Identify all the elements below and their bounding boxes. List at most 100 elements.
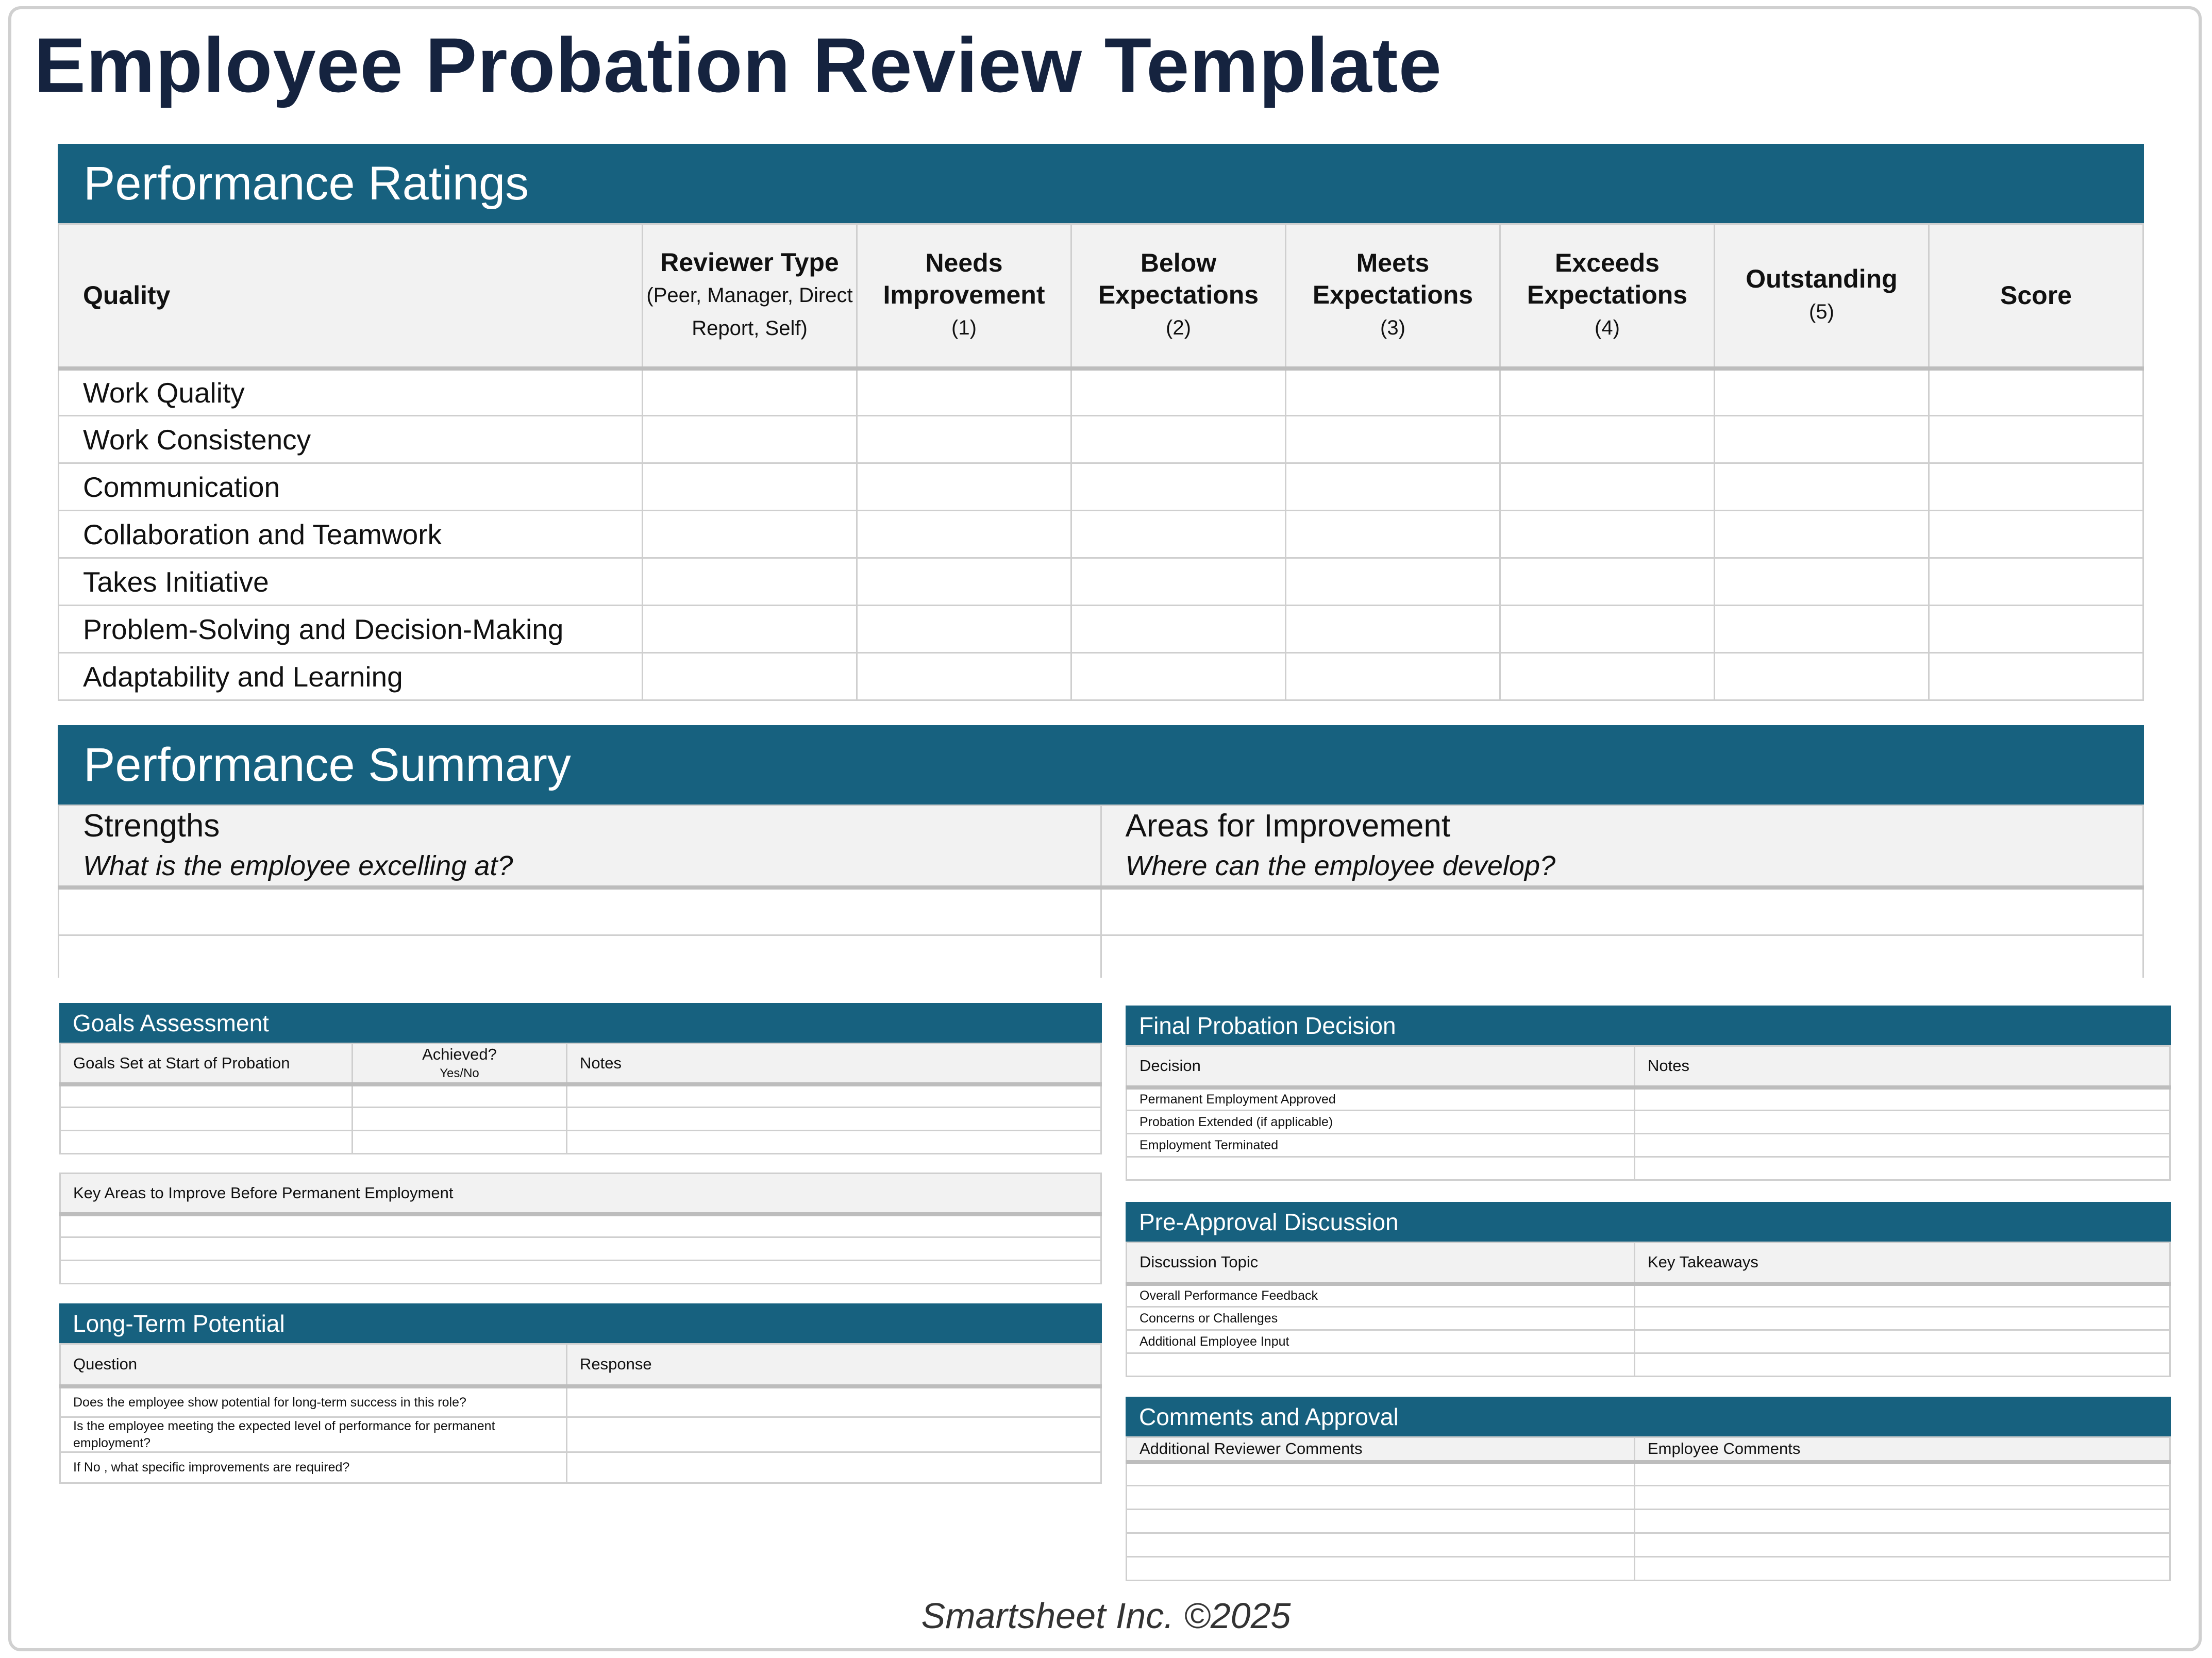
rating-cell[interactable] xyxy=(642,557,858,606)
rating-cell[interactable] xyxy=(1928,605,2144,654)
rating-cell[interactable] xyxy=(1070,605,1286,654)
response-cell[interactable] xyxy=(566,1385,1102,1418)
rating-cell[interactable] xyxy=(642,367,858,416)
rating-cell[interactable] xyxy=(856,415,1072,464)
rating-cell[interactable] xyxy=(856,605,1072,654)
rating-cell[interactable] xyxy=(1714,557,1930,606)
notes-col-header: Notes xyxy=(566,1043,1102,1086)
question-cell: Does the employee show potential for lon… xyxy=(59,1385,567,1418)
entry-cell[interactable] xyxy=(1634,1283,2171,1308)
rating-cell[interactable] xyxy=(1714,462,1930,511)
rating-cell[interactable] xyxy=(856,557,1072,606)
goal-cell[interactable] xyxy=(59,1130,353,1154)
rating-cell[interactable] xyxy=(1928,415,2144,464)
notes-cell[interactable] xyxy=(566,1107,1102,1131)
rating-cell[interactable] xyxy=(1499,462,1715,511)
rating-cell[interactable] xyxy=(1714,510,1930,559)
entry-cell[interactable] xyxy=(1634,1329,2171,1354)
improvement-cell[interactable] xyxy=(1100,886,2144,936)
rating-cell[interactable] xyxy=(642,605,858,654)
entry-cell[interactable] xyxy=(1634,1133,2171,1158)
rating-cell[interactable] xyxy=(856,462,1072,511)
table-row: Concerns or Challenges xyxy=(1126,1306,2171,1331)
rating-cell[interactable] xyxy=(1499,605,1715,654)
entry-cell[interactable] xyxy=(1634,1556,2171,1581)
key-area-cell[interactable] xyxy=(59,1260,1102,1284)
performance-summary-heading: Performance Summary xyxy=(58,725,2144,805)
rating-cell[interactable] xyxy=(642,462,858,511)
entry-cell[interactable] xyxy=(1634,1461,2171,1486)
rating-cell[interactable] xyxy=(1714,605,1930,654)
table-row: Permanent Employment Approved xyxy=(1126,1086,2171,1111)
rating-cell[interactable] xyxy=(856,652,1072,701)
rating-cell[interactable] xyxy=(642,415,858,464)
strengths-cell[interactable] xyxy=(58,886,1102,936)
rating-cell[interactable] xyxy=(1285,415,1501,464)
rating-cell[interactable] xyxy=(1714,652,1930,701)
rating-cell[interactable] xyxy=(1714,415,1930,464)
entry-cell[interactable] xyxy=(1634,1306,2171,1331)
rating-cell[interactable] xyxy=(1070,510,1286,559)
decision-notes-col-header: Notes xyxy=(1634,1045,2171,1090)
rating-cell[interactable] xyxy=(1499,415,1715,464)
achieved-cell[interactable] xyxy=(351,1083,567,1108)
rating-cell[interactable] xyxy=(1928,557,2144,606)
achieved-cell[interactable] xyxy=(351,1130,567,1154)
response-cell[interactable] xyxy=(566,1451,1102,1484)
rating-cell[interactable] xyxy=(1499,652,1715,701)
table-row xyxy=(1126,1461,2171,1486)
rating-cell[interactable] xyxy=(1285,462,1501,511)
strengths-header: Strengths What is the employee excelling … xyxy=(58,805,1102,890)
rating-cell[interactable] xyxy=(1499,557,1715,606)
notes-cell[interactable] xyxy=(566,1130,1102,1154)
takeaways-col-header: Key Takeaways xyxy=(1634,1242,2171,1286)
rating-cell[interactable] xyxy=(1070,652,1286,701)
achieved-col-header: Achieved? Yes/No xyxy=(351,1043,567,1086)
entry-cell[interactable] xyxy=(1634,1352,2171,1377)
strengths-cell[interactable] xyxy=(58,934,1102,978)
rating-cell[interactable] xyxy=(1928,652,2144,701)
notes-cell[interactable] xyxy=(566,1083,1102,1108)
entry-cell[interactable] xyxy=(1634,1156,2171,1181)
rating-cell[interactable] xyxy=(1070,415,1286,464)
rating-cell[interactable] xyxy=(1928,510,2144,559)
row-label xyxy=(1126,1485,1635,1510)
achieved-cell[interactable] xyxy=(351,1107,567,1131)
rating-cell[interactable] xyxy=(1070,462,1286,511)
row-label xyxy=(1126,1352,1635,1377)
goals-assessment-heading: Goals Assessment xyxy=(59,1003,1102,1043)
improvement-cell[interactable] xyxy=(1100,934,2144,978)
rating-cell[interactable] xyxy=(1285,367,1501,416)
performance-ratings-section: Performance Ratings Quality Reviewer Type… xyxy=(58,144,2144,701)
rating-cell[interactable] xyxy=(1285,652,1501,701)
strengths-label: Strengths xyxy=(83,808,220,844)
table-row xyxy=(1126,1509,2171,1534)
goal-cell[interactable] xyxy=(59,1083,353,1108)
rating-cell[interactable] xyxy=(856,367,1072,416)
key-area-cell[interactable] xyxy=(59,1213,1102,1238)
rating-cell[interactable] xyxy=(642,510,858,559)
entry-cell[interactable] xyxy=(1634,1086,2171,1111)
entry-cell[interactable] xyxy=(1634,1485,2171,1510)
table-row: Overall Performance Feedback xyxy=(1126,1283,2171,1308)
rating-cell[interactable] xyxy=(642,652,858,701)
entry-cell[interactable] xyxy=(1634,1110,2171,1134)
rating-cell[interactable] xyxy=(1928,462,2144,511)
entry-cell[interactable] xyxy=(1634,1509,2171,1534)
goal-cell[interactable] xyxy=(59,1107,353,1131)
rating-cell[interactable] xyxy=(1285,605,1501,654)
rating-cell[interactable] xyxy=(1285,557,1501,606)
key-area-cell[interactable] xyxy=(59,1236,1102,1261)
rating-cell[interactable] xyxy=(1499,510,1715,559)
rating-cell[interactable] xyxy=(1070,367,1286,416)
response-cell[interactable] xyxy=(566,1416,1102,1453)
rating-col-sub: (4) xyxy=(1595,316,1620,339)
final-decision-table: Decision Notes Permanent Employment Appro… xyxy=(1126,1045,2171,1181)
rating-cell[interactable] xyxy=(1070,557,1286,606)
rating-cell[interactable] xyxy=(1285,510,1501,559)
rating-cell[interactable] xyxy=(1499,367,1715,416)
rating-cell[interactable] xyxy=(1714,367,1930,416)
rating-cell[interactable] xyxy=(856,510,1072,559)
entry-cell[interactable] xyxy=(1634,1532,2171,1557)
rating-cell[interactable] xyxy=(1928,367,2144,416)
